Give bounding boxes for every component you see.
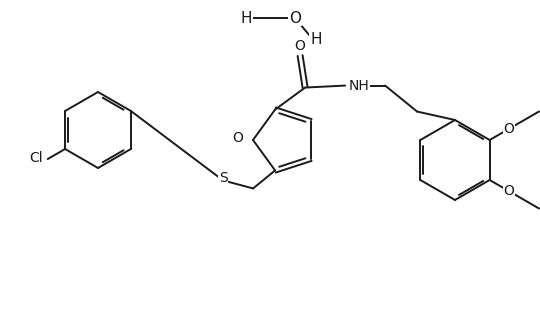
Text: H: H xyxy=(240,11,252,25)
Text: O: O xyxy=(232,131,243,145)
Text: NH: NH xyxy=(349,79,369,92)
Text: S: S xyxy=(219,171,227,185)
Text: O: O xyxy=(295,39,306,52)
Text: O: O xyxy=(503,122,514,136)
Text: H: H xyxy=(310,32,322,46)
Text: O: O xyxy=(503,184,514,198)
Text: Cl: Cl xyxy=(29,151,43,165)
Text: O: O xyxy=(289,11,301,25)
